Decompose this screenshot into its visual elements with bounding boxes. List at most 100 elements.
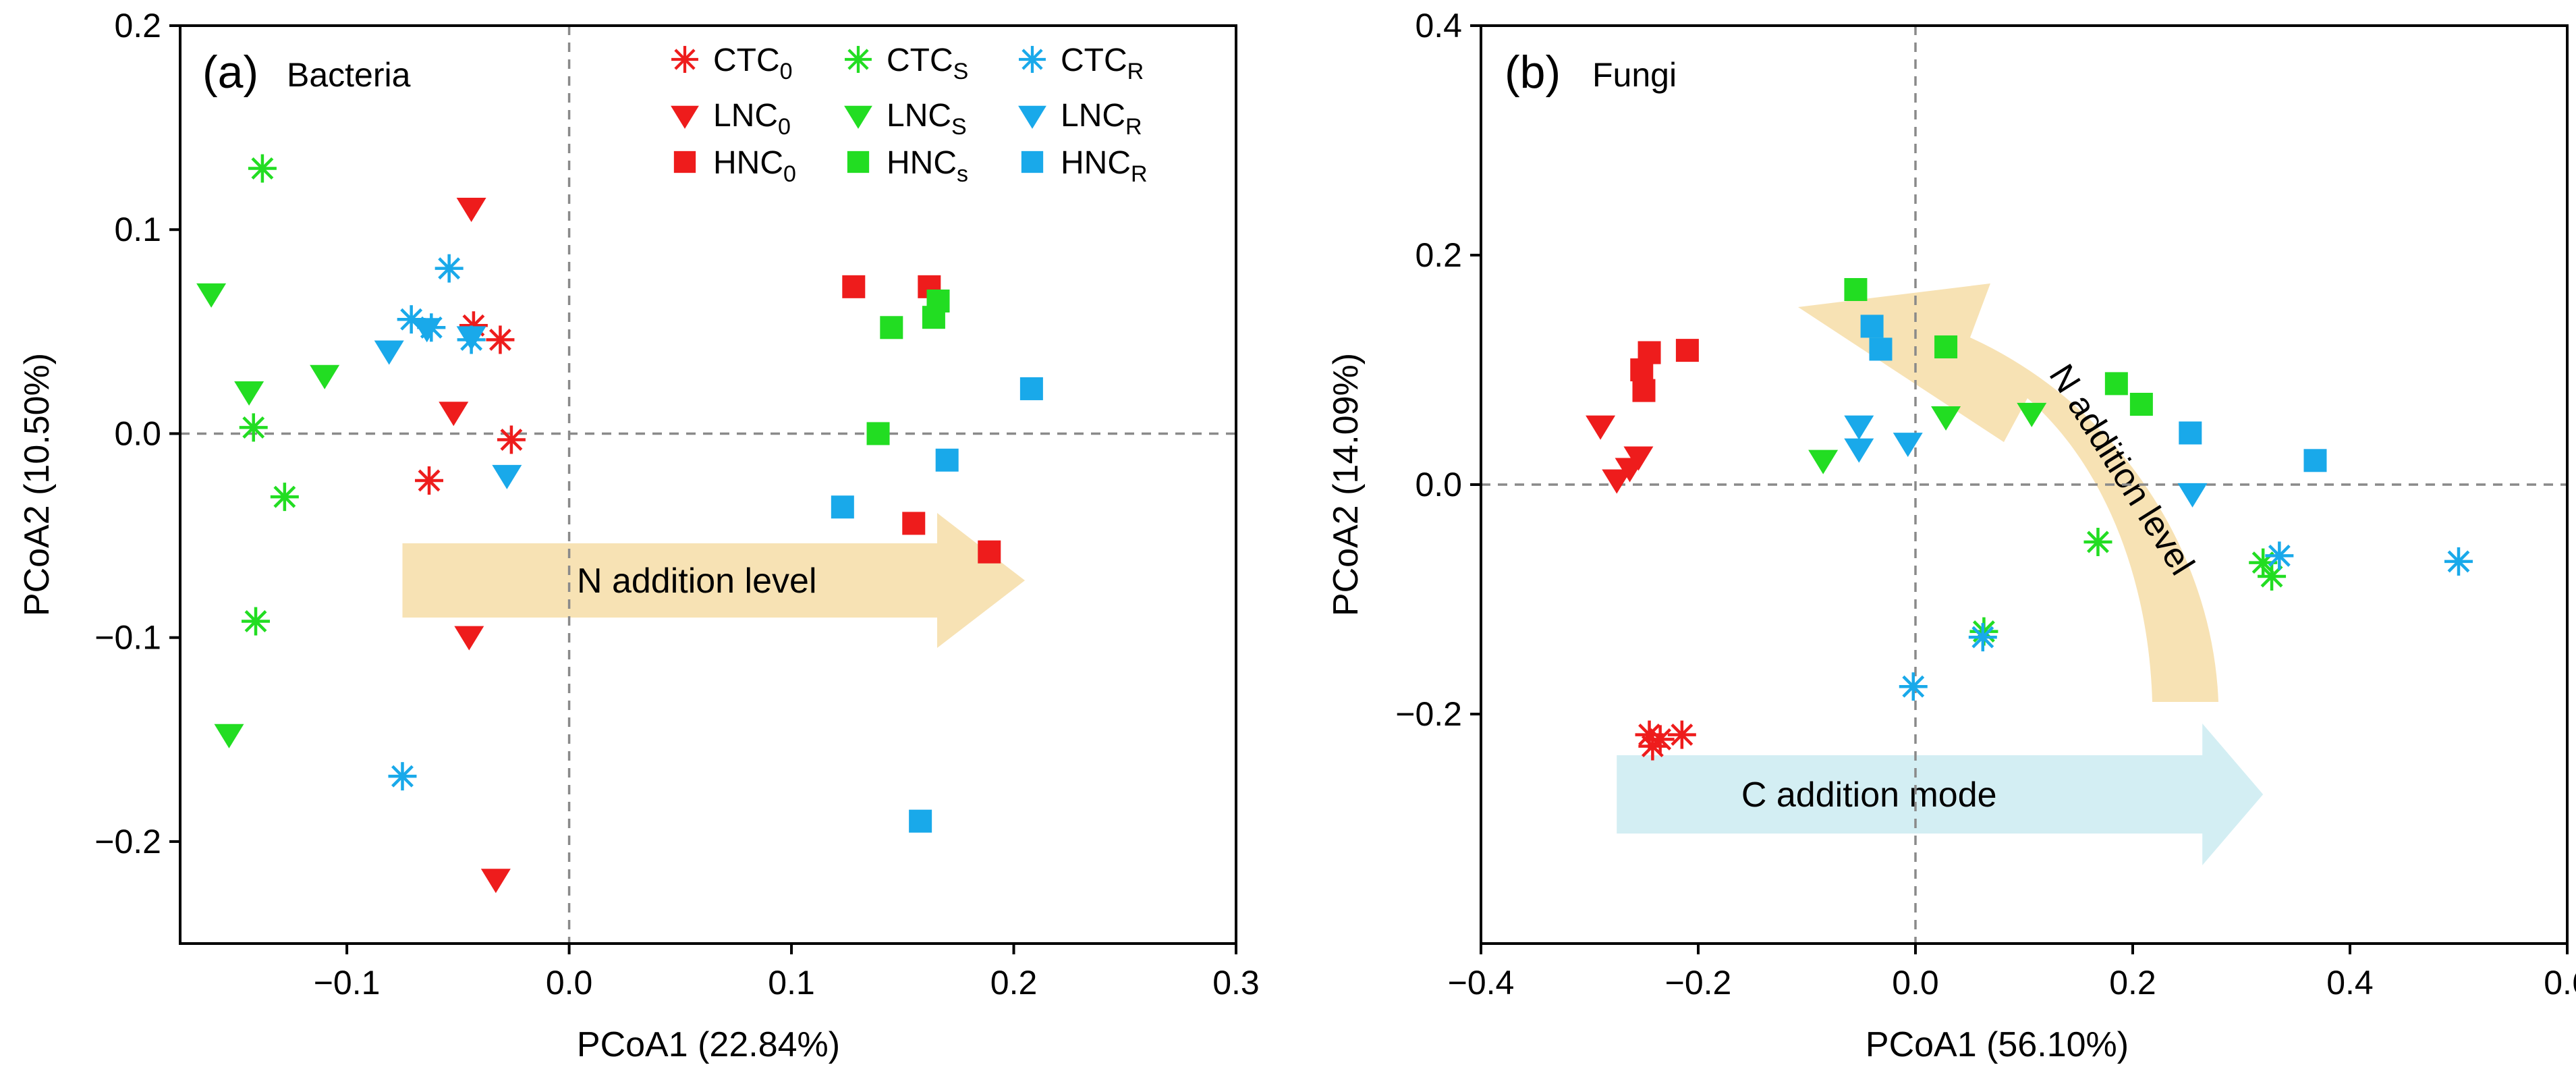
panel-b-point-ctcs xyxy=(2258,562,2287,591)
legend-subscript: R xyxy=(1125,114,1142,140)
legend-marker-lnc-0 xyxy=(671,105,699,129)
panel-a-n-addition-label: N addition level xyxy=(577,562,817,601)
panel-b-point-lncr xyxy=(2177,483,2208,508)
panel-a-n-addition-arrow xyxy=(402,513,1025,649)
panel-a-point-hnc0 xyxy=(842,275,866,298)
panel-b-point-hnc0 xyxy=(1675,339,1699,362)
panel-a-arrows: N addition level xyxy=(402,513,1025,649)
panel-a-xlabel: PCoA1 (22.84%) xyxy=(577,1025,840,1064)
panel-a-point-hncr xyxy=(935,448,959,472)
panel-a-point-lncs xyxy=(234,381,264,406)
legend-subscript: R xyxy=(1127,59,1144,84)
panel-b-point-lnc0 xyxy=(1602,469,1632,494)
panel-b-point-lncs xyxy=(2017,402,2047,427)
panel-b-point-hncr xyxy=(2303,449,2327,472)
panel-b-point-lncs xyxy=(1931,406,1961,431)
panel-a-point-hncs xyxy=(866,422,890,445)
panel-a-point-lnc0 xyxy=(480,869,511,894)
legend-marker-ctc-s xyxy=(845,46,872,73)
legend-marker-ctc-0 xyxy=(671,46,698,73)
panel-b-point-ctcs xyxy=(2083,528,2112,556)
panel-b-point-hncr xyxy=(1869,337,1893,361)
legend-subscript: 0 xyxy=(778,114,791,140)
panel-a-ylabel: PCoA2 (10.50%) xyxy=(18,353,57,616)
panel-b-point-ctcr xyxy=(1899,672,1928,701)
legend-subscript: S xyxy=(953,59,969,84)
panel-b-point-hncs xyxy=(1844,278,1868,301)
legend-label-lnc-0: LNC0 xyxy=(713,98,791,140)
panel-a-ytick-label: 0.2 xyxy=(114,7,161,45)
legend-marker-hnc-0 xyxy=(673,151,696,173)
panel-b-c-addition-arrow xyxy=(1617,724,2264,865)
panel-a-point-ctcs xyxy=(239,413,268,442)
legend-label-hnc-s: HNCs xyxy=(887,145,968,187)
panel-b-point-hnc0 xyxy=(1630,358,1654,381)
panel-a-point-ctcr xyxy=(388,762,417,791)
panel-a-point-ctc0 xyxy=(497,425,526,454)
panel-b-xtick-label: 0.0 xyxy=(1892,964,1939,1002)
panel-a-ytick-label: 0.1 xyxy=(114,211,161,248)
panel-a-xtick-label: −0.1 xyxy=(314,964,381,1002)
panel-a-point-lncs xyxy=(310,364,340,389)
panel-a-ytick-label: −0.1 xyxy=(94,619,161,657)
panel-a-point-lnc0 xyxy=(456,197,486,222)
panel-b-ticks: −0.4 −0.2 0.0 0.2 0.4 0.6 −0.2 0.0 0.2 0.4 xyxy=(1395,7,2576,1002)
panel-a-point-lncr xyxy=(374,340,404,365)
panel-b-ylabel: PCoA2 (14.09%) xyxy=(1326,353,1366,616)
panel-a-point-ctc0 xyxy=(415,466,444,495)
panel-a-axes-frame xyxy=(179,24,1237,945)
legend-label-hnc-0: HNC0 xyxy=(713,145,796,187)
panel-a-ytick-label: 0.0 xyxy=(114,414,161,452)
panel-b-ytick-label: 0.4 xyxy=(1415,7,1462,45)
panel-b-xtick-label: 0.4 xyxy=(2326,964,2374,1002)
panel-b-point-hncr xyxy=(2179,421,2202,445)
panel-b-point-lncr xyxy=(1893,433,1923,458)
panel-b-point-hncs xyxy=(1934,335,1958,358)
panel-b-points xyxy=(1586,278,2473,761)
panel-a-letter: (a) xyxy=(202,47,258,98)
panel-b-xtick-label: −0.4 xyxy=(1448,964,1515,1002)
panel-b-xtick-label: 0.2 xyxy=(2109,964,2156,1002)
panel-b-point-ctcr xyxy=(2444,547,2473,576)
panel-a-point-lncr xyxy=(456,326,486,351)
panel-b-point-ctcr xyxy=(1968,623,1997,652)
panel-b-point-hncs xyxy=(2104,372,2128,396)
panel-a-point-ctcr xyxy=(435,254,464,283)
legend-marker-hnc-s xyxy=(847,151,870,173)
panel-b-point-ctcr xyxy=(2265,541,2294,570)
panel-a-point-hncr xyxy=(909,809,932,833)
panel-b-point-ctc0 xyxy=(1667,720,1696,749)
panel-b-ytick-label: 0.2 xyxy=(1415,236,1462,274)
panel-a-ticks: −0.1 0.0 0.1 0.2 0.3 −0.2 −0.1 0.0 0.1 0.2 xyxy=(94,7,1259,1002)
legend-marker-ctc-r xyxy=(1019,46,1046,73)
panel-a-point-lncr xyxy=(412,318,442,343)
panel-b-ytick-label: 0.0 xyxy=(1415,466,1462,503)
panel-a-zero-lines xyxy=(180,26,1236,944)
panel-b-title: Fungi xyxy=(1592,56,1677,94)
panel-b-n-addition-arrow xyxy=(1798,283,2218,702)
panel-a-points xyxy=(196,154,1043,894)
panel-b-zero-lines xyxy=(1481,26,2567,944)
legend-subscript: 0 xyxy=(783,161,796,187)
panel-a-point-hncs xyxy=(922,306,945,329)
panel-a-point-hncs xyxy=(880,316,903,339)
panel-a-point-hnc0 xyxy=(978,540,1001,564)
panel-b-point-lncs xyxy=(1808,449,1839,474)
panel-b-point-hncr xyxy=(1860,315,1884,338)
legend-marker-lnc-s xyxy=(844,105,872,129)
panel-a-point-ctcs xyxy=(248,154,277,183)
panel-b-point-lncr xyxy=(1844,438,1874,463)
panel-a-xtick-label: 0.1 xyxy=(768,964,815,1002)
legend-subscript: 0 xyxy=(780,59,793,84)
panel-a-point-hncr xyxy=(831,495,854,519)
panel-a-xtick-label: 0.2 xyxy=(990,964,1038,1002)
panel-a-xtick-label: 0.3 xyxy=(1212,964,1260,1002)
panel-b-xlabel: PCoA1 (56.10%) xyxy=(1866,1025,2129,1064)
panel-b-letter: (b) xyxy=(1505,47,1561,98)
legend-marker-lnc-r xyxy=(1018,105,1046,129)
panel-b-point-ctc0 xyxy=(1638,732,1667,761)
panel-a-point-ctcs xyxy=(270,483,299,512)
panel-a-point-hnc0 xyxy=(902,512,926,535)
